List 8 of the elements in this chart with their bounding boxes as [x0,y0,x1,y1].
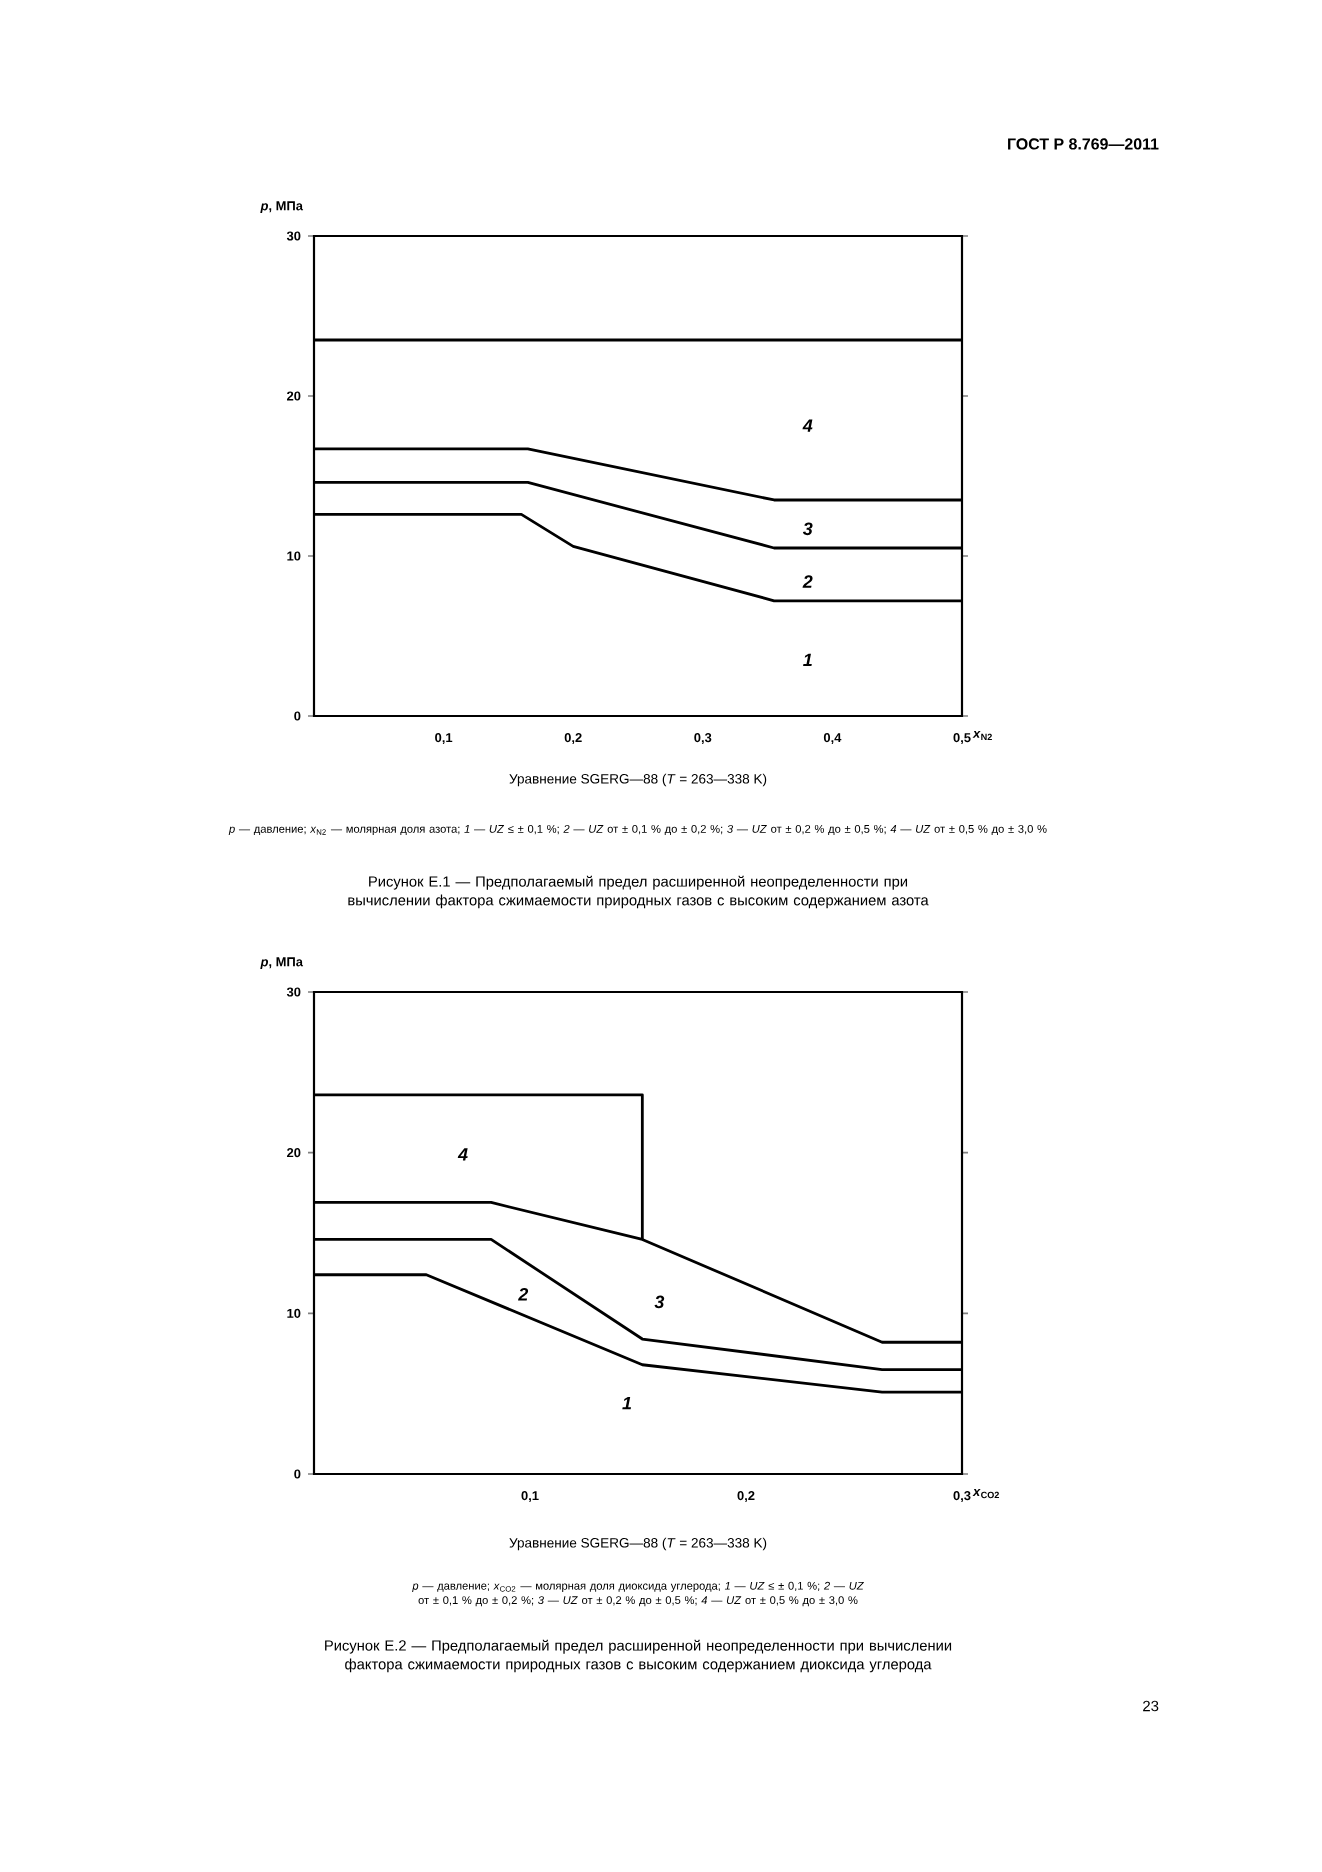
annotation: 2 [518,1287,529,1301]
annotation: 4 [802,419,813,432]
annotation: 1 [803,653,812,666]
annotation: 1 [622,1396,631,1410]
annotation: 2 [802,575,813,588]
annotation: 3 [654,1295,665,1309]
annotation: 3 [802,522,813,536]
annotation: 4 [457,1148,468,1161]
